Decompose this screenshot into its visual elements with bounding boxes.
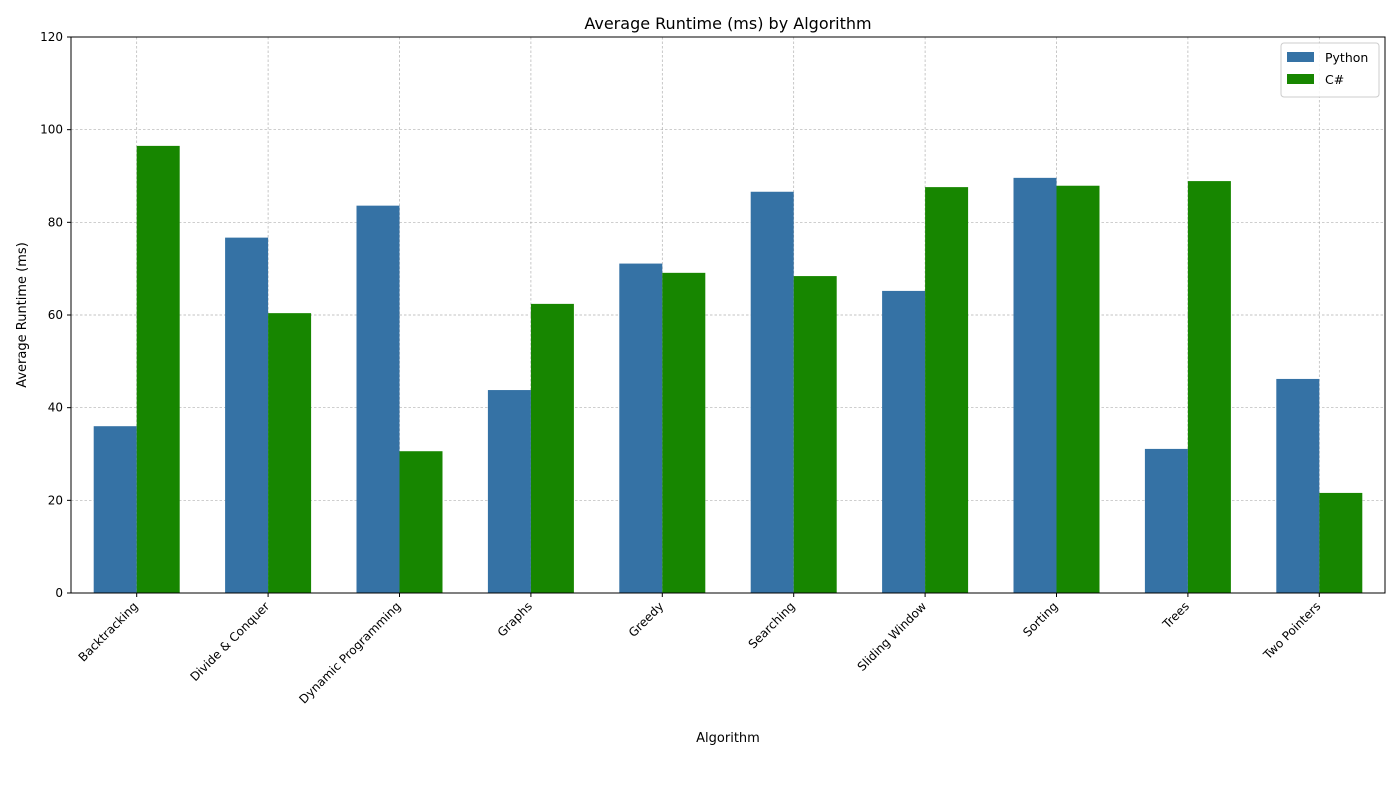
x-tick-label: Greedy [626,599,667,640]
bars-layer [93,145,1363,594]
y-tick-label: 20 [48,493,63,507]
legend: Python C# [1280,42,1380,98]
bar-c-0 [136,145,180,593]
bar-python-0 [93,426,137,593]
bar-c-6 [925,187,969,593]
y-axis-title: Average Runtime (ms) [15,242,30,388]
y-tick-label: 80 [48,215,63,229]
legend-label: C# [1325,72,1344,87]
bar-c-8 [1187,181,1231,593]
x-tick-label: Sorting [1020,599,1060,639]
x-tick-label: Backtracking [76,599,141,664]
bar-python-7 [1013,177,1057,593]
x-tick-label: Trees [1159,599,1192,632]
bar-c-5 [793,276,837,593]
y-tick-label: 100 [40,123,63,137]
bar-python-4 [619,263,663,593]
bar-c-7 [1056,185,1100,594]
legend-swatch [1287,52,1314,62]
x-axis-title: Algorithm [696,731,760,746]
x-tick-label: Two Pointers [1260,599,1323,662]
bar-c-2 [399,451,443,593]
legend-swatch [1287,74,1314,84]
bar-python-5 [750,191,794,593]
chart-title: Average Runtime (ms) by Algorithm [584,14,871,33]
bar-python-3 [487,390,531,593]
bar-python-8 [1144,448,1188,593]
y-tick-label: 120 [40,30,63,44]
bar-python-6 [882,290,926,593]
bar-c-3 [530,303,574,593]
legend-label: Python [1325,50,1368,65]
x-tick-label: Graphs [495,599,535,639]
bar-python-9 [1276,378,1320,593]
y-tick-label: 60 [48,308,63,322]
y-tick-label: 40 [48,401,63,415]
bar-python-2 [356,205,400,594]
bar-c-4 [662,272,706,593]
y-tick-label: 0 [55,586,63,600]
x-tick-label: Sliding Window [855,599,930,674]
x-tick-label: Searching [746,599,798,651]
bar-c-1 [268,313,312,593]
x-tick-label: Dynamic Programming [296,599,403,706]
bar-c-9 [1319,492,1363,593]
x-tick-label: Divide & Conquer [187,599,272,684]
bar-python-1 [225,237,269,593]
